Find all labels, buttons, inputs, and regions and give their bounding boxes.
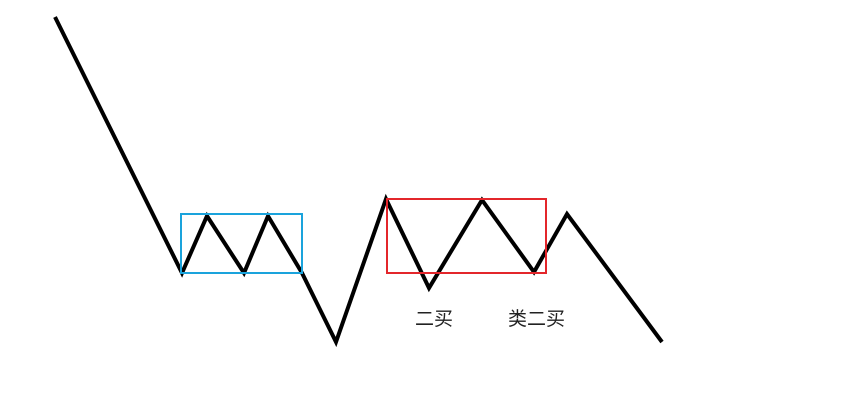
- second-pivot-box: [386, 198, 547, 274]
- second-buy-like-label: 类二买: [508, 308, 565, 330]
- second-buy-label: 二买: [415, 308, 453, 330]
- first-pivot-box: [180, 213, 303, 274]
